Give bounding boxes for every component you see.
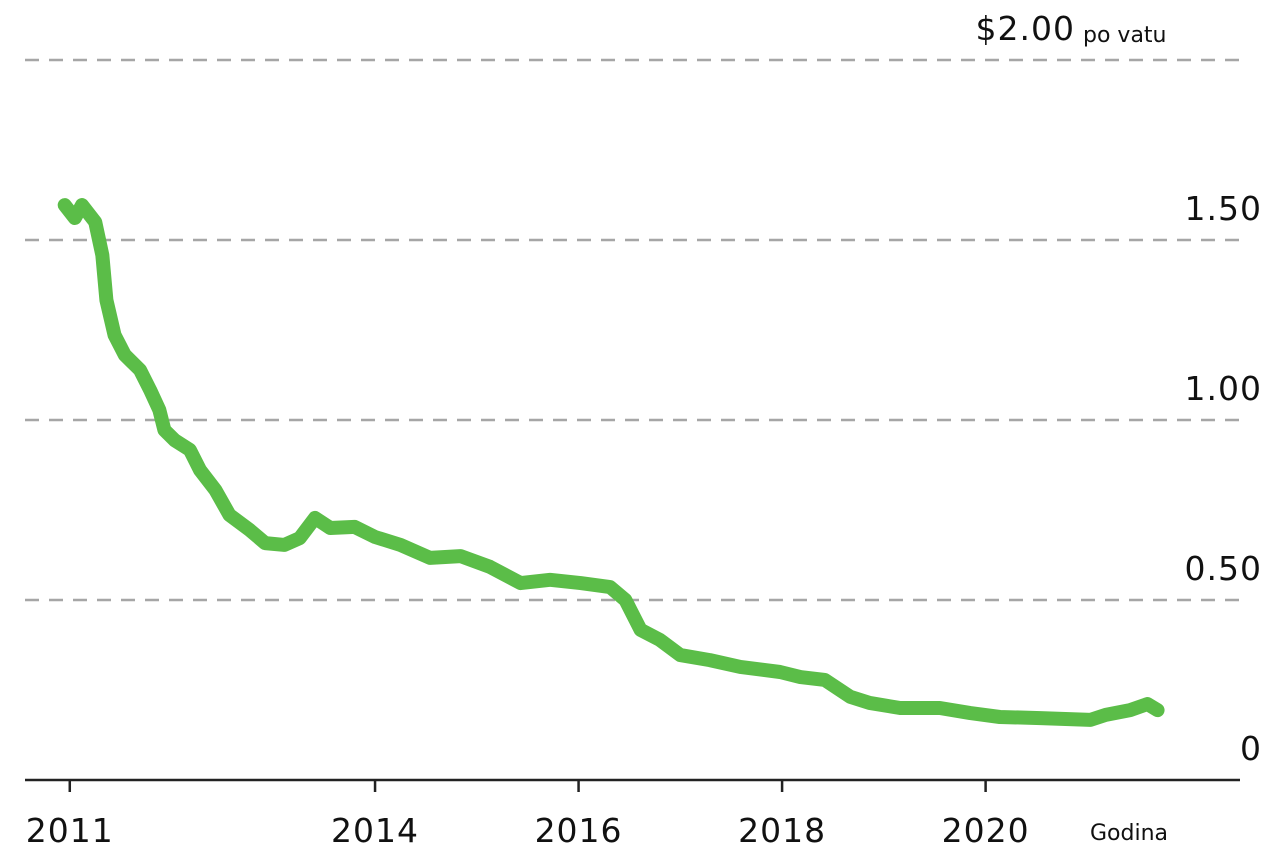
x-tick-label: 2014: [331, 811, 419, 847]
y-tick-label: 0.50: [1185, 549, 1262, 588]
x-tick-label: 2011: [26, 811, 114, 847]
x-tick-label: 2018: [738, 811, 826, 847]
x-tick-label: 2020: [942, 811, 1030, 847]
y-tick-label: 1.00: [1185, 369, 1262, 408]
x-tick-label: 2016: [535, 811, 623, 847]
x-axis-label: Godina: [1090, 821, 1168, 846]
y-axis-label: po vatu: [1083, 23, 1167, 48]
y-tick-label: 1.50: [1185, 189, 1262, 228]
y-tick-label: 0: [1240, 729, 1262, 768]
data-line: [57, 198, 1165, 727]
y-tick-label: $2.00: [976, 9, 1075, 48]
